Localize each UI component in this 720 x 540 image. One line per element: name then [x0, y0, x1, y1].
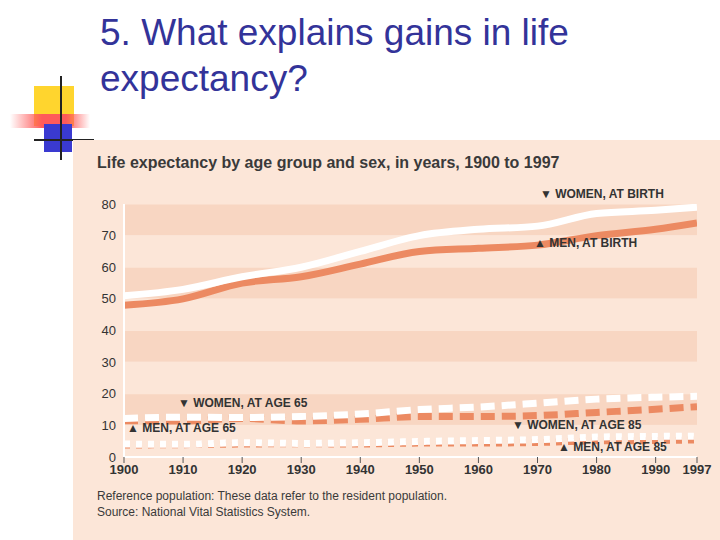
svg-text:80: 80 [102, 197, 116, 212]
html-text:Life expectancy by age group a: Life expectancy by age group and sex, in… [97, 154, 560, 171]
svg-text:1990: 1990 [641, 462, 670, 477]
html-text:▼ WOMEN, AT AGE 85: ▼ WOMEN, AT AGE 85 [512, 418, 642, 432]
svg-text:40: 40 [102, 323, 116, 338]
svg-text:1930: 1930 [287, 462, 316, 477]
html-text:Reference population: These da: Reference population: These data refer t… [97, 489, 447, 503]
html-text:▼ WOMEN, AT AGE 65: ▼ WOMEN, AT AGE 65 [178, 396, 308, 410]
svg-text:1970: 1970 [523, 462, 552, 477]
html-text:▲ MEN, AT AGE 85: ▲ MEN, AT AGE 85 [558, 440, 667, 454]
svg-text:1900: 1900 [109, 462, 139, 478]
svg-text:1920: 1920 [228, 462, 257, 477]
svg-text:60: 60 [102, 260, 116, 275]
html-text:▼ WOMEN, AT BIRTH: ▼ WOMEN, AT BIRTH [540, 187, 664, 201]
svg-text:1997: 1997 [683, 462, 712, 477]
html-text:▲ MEN, AT BIRTH: ▲ MEN, AT BIRTH [534, 236, 638, 250]
svg-text:30: 30 [102, 355, 116, 370]
svg-text:50: 50 [102, 291, 116, 306]
svg-text:1940: 1940 [346, 462, 375, 477]
html-text:Source: National Vital Statist: Source: National Vital Statistics System… [97, 505, 311, 519]
svg-text:1980: 1980 [582, 462, 611, 477]
html-text:▲ MEN, AT AGE 65: ▲ MEN, AT AGE 65 [127, 421, 236, 435]
html-text:5. What explains gains in life: 5. What explains gains in life expectanc… [100, 12, 569, 99]
svg-text:1910: 1910 [169, 462, 198, 477]
svg-text:0: 0 [109, 450, 116, 465]
svg-text:1960: 1960 [464, 462, 493, 477]
svg-text:70: 70 [102, 228, 116, 243]
svg-text:1950: 1950 [405, 462, 434, 477]
svg-text:20: 20 [102, 386, 116, 401]
svg-text:10: 10 [102, 418, 116, 433]
